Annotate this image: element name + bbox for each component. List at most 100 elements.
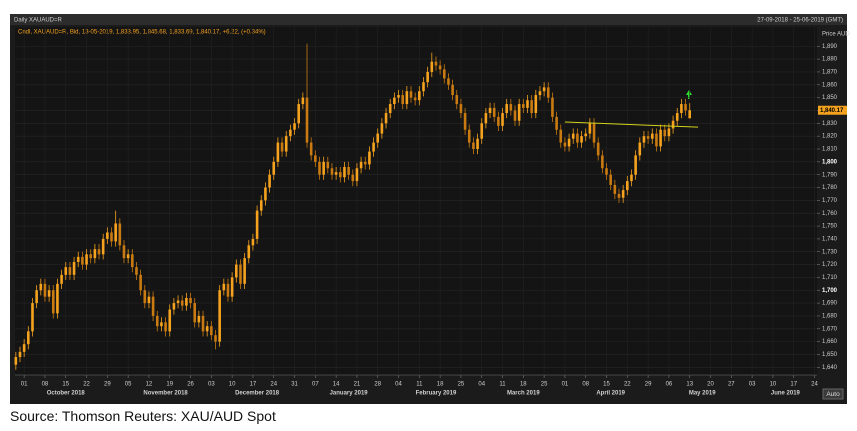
y-tick-label: 1,800	[822, 159, 838, 165]
x-tick-label: 12	[146, 382, 153, 388]
x-tick-label: 29	[645, 382, 652, 388]
candle-body	[309, 142, 313, 156]
x-tick-label: 07	[312, 382, 319, 388]
x-tick-label: 03	[208, 382, 215, 388]
candle-body	[43, 283, 47, 297]
candle-body	[559, 129, 563, 143]
x-tick-label: 17	[250, 382, 257, 388]
candle-body	[667, 128, 671, 137]
candle-body	[97, 249, 101, 255]
candle-body	[172, 303, 176, 310]
candle-body	[642, 136, 646, 143]
candle-body	[210, 326, 213, 336]
candle-body	[418, 91, 421, 101]
date-range: 27-09-2018 - 25-06-2019 (GMT)	[757, 18, 843, 24]
candle-body	[397, 95, 400, 98]
candle-body	[509, 104, 513, 111]
candle-body	[571, 133, 575, 139]
x-tick-label: 04	[395, 382, 402, 388]
y-tick-label: 1,720	[822, 262, 838, 268]
x-tick-label: 01	[562, 382, 569, 388]
x-tick-label: 18	[520, 382, 527, 388]
auto-button[interactable]	[822, 388, 844, 400]
candle-body	[201, 315, 205, 332]
candle-body	[305, 97, 309, 143]
x-tick-label: 11	[416, 382, 423, 388]
candle-body	[551, 97, 554, 117]
candle-body	[338, 172, 342, 178]
chart-title: Daily XAUAUD=R	[14, 18, 63, 24]
candle-body	[638, 142, 642, 156]
candle-body	[110, 232, 113, 242]
x-tick-label: 21	[354, 382, 361, 388]
x-tick-label: 06	[666, 382, 673, 388]
x-tick-label: 18	[437, 382, 444, 388]
x-tick-label: 31	[291, 382, 298, 388]
candle-body	[467, 129, 471, 143]
candle-body	[135, 267, 138, 275]
candle-body	[522, 104, 525, 108]
candle-body	[284, 136, 288, 152]
auto-button-label[interactable]: Auto	[826, 391, 840, 398]
candle-body	[326, 161, 330, 169]
candle-body	[268, 174, 271, 188]
candle-body	[189, 297, 192, 304]
candle-body	[501, 113, 504, 126]
candle-body	[384, 113, 388, 124]
month-label: January 2019	[330, 391, 369, 397]
candle-body	[388, 104, 392, 114]
candle-body	[671, 120, 675, 129]
x-tick-label: 17	[790, 382, 797, 388]
candle-body	[426, 71, 429, 83]
candle-body	[255, 210, 259, 239]
y-tick-label: 1,780	[822, 185, 838, 191]
candle-body	[239, 264, 242, 284]
candle-body	[318, 161, 321, 175]
y-tick-label: 1,790	[822, 172, 838, 178]
candle-body	[546, 87, 550, 98]
candle-body	[451, 84, 454, 96]
candle-body	[438, 65, 442, 70]
trend-line	[564, 121, 699, 128]
candle-body	[272, 161, 276, 175]
y-tick-label: 1,850	[822, 95, 838, 101]
y-tick-label: 1,740	[822, 236, 838, 242]
candle-body	[592, 123, 596, 143]
candle-body	[60, 274, 63, 284]
x-tick-label: 13	[686, 382, 693, 388]
candle-body	[584, 133, 588, 137]
candle-body	[330, 168, 334, 175]
candle-body	[609, 174, 612, 185]
candle-body	[530, 100, 533, 114]
candle-body	[314, 155, 317, 162]
candle-body	[580, 136, 583, 143]
candle-body	[472, 142, 475, 149]
candle-body	[164, 322, 167, 332]
candle-body	[634, 155, 637, 175]
candle-body	[621, 190, 625, 198]
candle-body	[47, 290, 51, 297]
candle-body	[430, 61, 434, 72]
candle-body	[93, 249, 97, 259]
x-tick-label: 15	[62, 382, 69, 388]
candle-body	[39, 283, 43, 291]
candle-body	[538, 91, 542, 96]
x-tick-label: 08	[42, 382, 49, 388]
candle-body	[218, 290, 221, 342]
candle-body	[351, 174, 355, 182]
month-label: February 2019	[416, 391, 457, 397]
candle-body	[613, 184, 617, 194]
candle-body	[234, 264, 238, 278]
y-tick-label: 1,710	[822, 275, 838, 281]
candle-body	[276, 142, 280, 162]
candle-body	[85, 254, 88, 265]
x-tick-label: 11	[499, 382, 506, 388]
candle-body	[143, 290, 147, 304]
x-tick-label: 10	[229, 382, 236, 388]
x-tick-label: 24	[811, 382, 818, 388]
candle-body	[363, 161, 367, 165]
x-tick-label: 25	[541, 382, 548, 388]
x-tick-label: 15	[603, 382, 610, 388]
y-tick-label: 1,680	[822, 314, 838, 320]
x-tick-label: 28	[374, 382, 381, 388]
